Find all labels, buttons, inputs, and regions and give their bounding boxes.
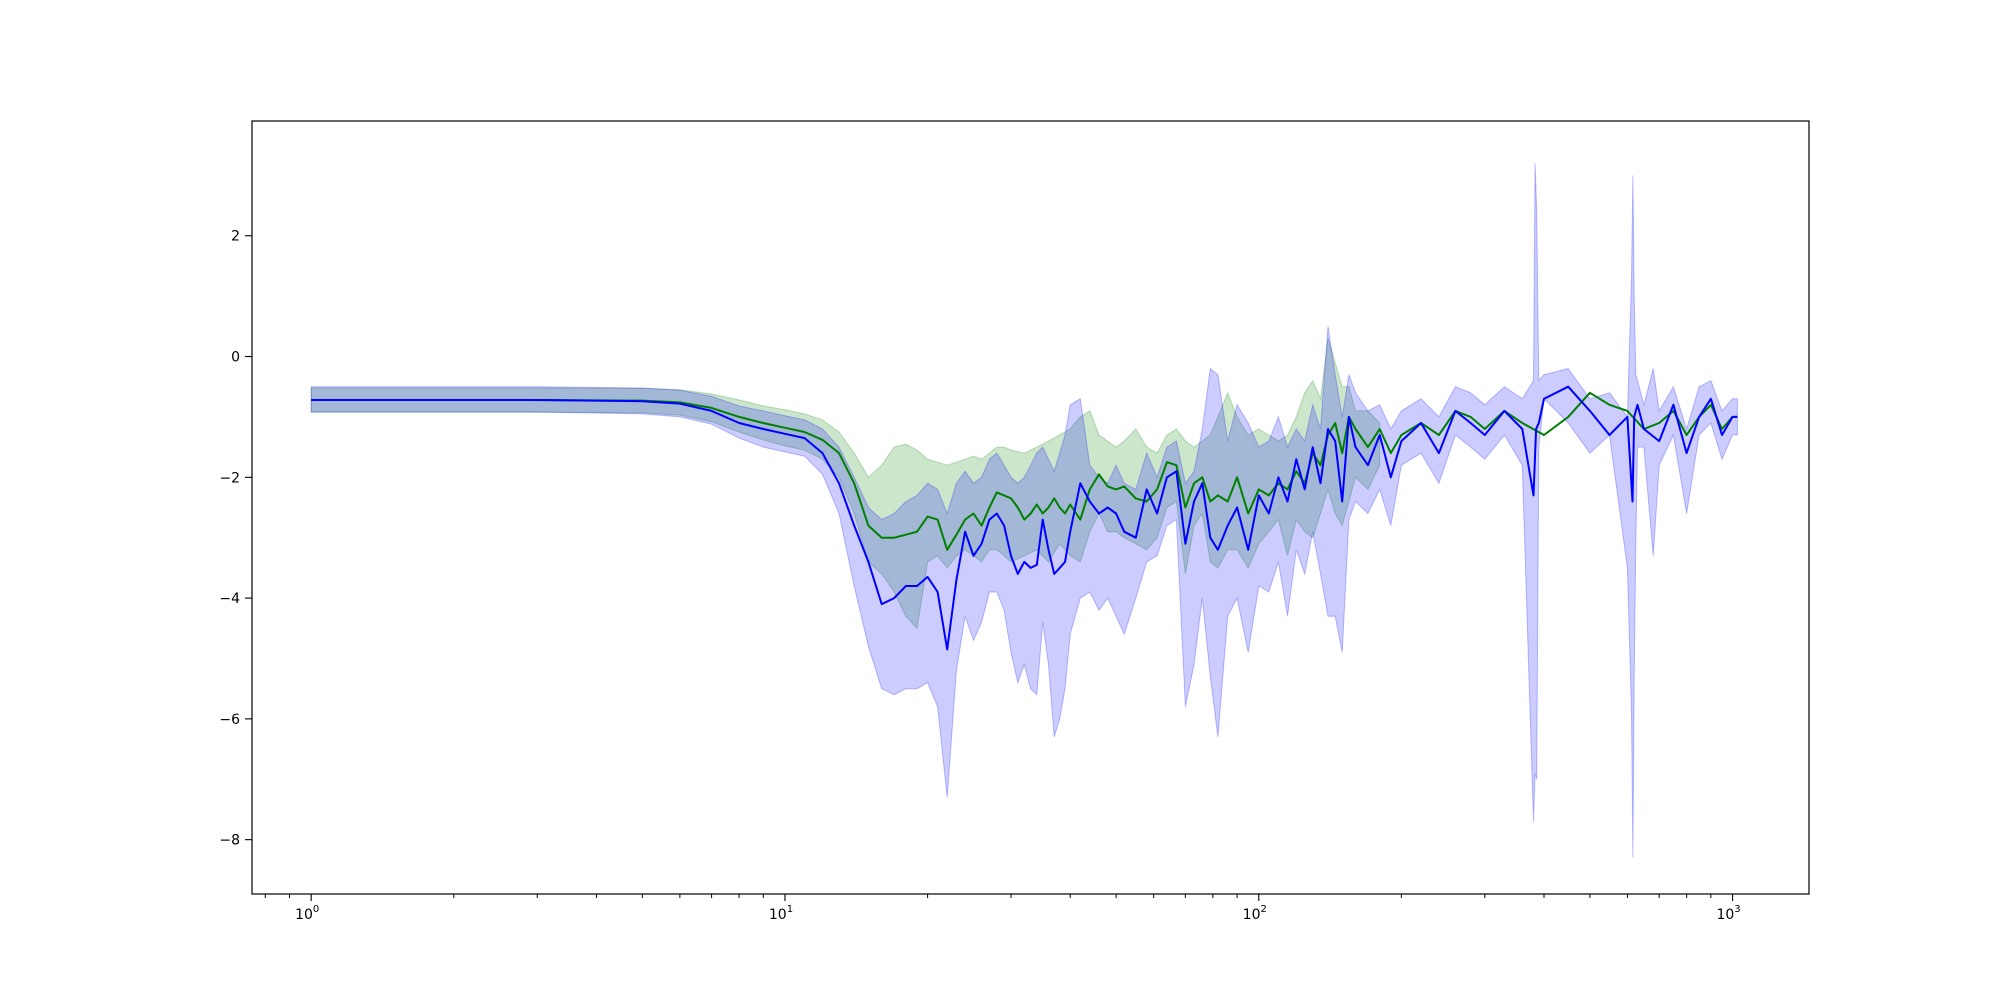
y-tick-label: −8: [219, 833, 240, 849]
axes-frame: [251, 120, 1810, 895]
plot-area: [310, 163, 1738, 858]
x-tick-label: 102: [1243, 904, 1267, 923]
blue-band: [310, 163, 1738, 858]
green-series-line: [311, 391, 1738, 551]
x-tick-label: 101: [769, 904, 793, 923]
y-tick-label: 0: [231, 350, 240, 366]
y-tick-label: −2: [219, 470, 240, 486]
green-band: [310, 338, 1381, 630]
y-tick-label: −6: [219, 712, 240, 728]
confidence-bands: [310, 163, 1738, 858]
x-tick-label: 100: [295, 904, 319, 923]
y-tick-label: −4: [219, 591, 240, 607]
y-tick-label: 2: [231, 229, 240, 245]
blue-series-line: [311, 385, 1738, 651]
series-lines: [311, 385, 1738, 651]
x-axis: 100 101 102 103: [264, 894, 1741, 923]
x-tick-label: 103: [1716, 904, 1740, 923]
y-axis: 2 0 −2 −4 −6 −8: [219, 229, 252, 849]
